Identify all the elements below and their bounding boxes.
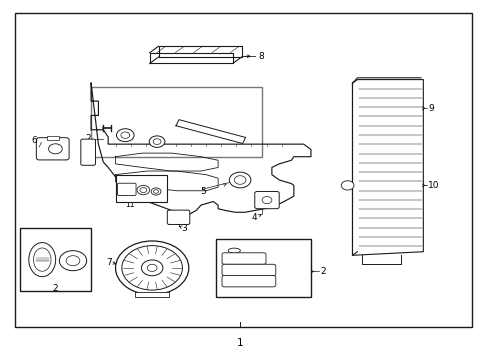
Circle shape xyxy=(153,139,161,144)
Circle shape xyxy=(147,264,157,271)
Circle shape xyxy=(59,251,87,271)
Circle shape xyxy=(341,181,354,190)
Text: 3: 3 xyxy=(181,224,187,233)
Text: 4: 4 xyxy=(252,213,258,222)
Ellipse shape xyxy=(33,248,51,271)
FancyBboxPatch shape xyxy=(123,134,140,151)
Circle shape xyxy=(262,197,272,204)
FancyBboxPatch shape xyxy=(255,192,279,209)
FancyBboxPatch shape xyxy=(113,123,133,132)
Text: 11: 11 xyxy=(125,201,135,210)
FancyBboxPatch shape xyxy=(167,210,190,225)
Text: 2: 2 xyxy=(85,134,91,143)
Ellipse shape xyxy=(228,248,241,253)
Circle shape xyxy=(140,188,147,193)
Text: 10: 10 xyxy=(428,181,440,190)
Circle shape xyxy=(149,136,165,147)
FancyBboxPatch shape xyxy=(118,183,136,195)
Text: 6: 6 xyxy=(31,136,37,145)
Circle shape xyxy=(66,256,80,266)
FancyBboxPatch shape xyxy=(81,139,96,165)
Circle shape xyxy=(142,260,163,276)
Circle shape xyxy=(122,246,182,290)
FancyBboxPatch shape xyxy=(141,139,156,150)
Text: 7: 7 xyxy=(106,258,112,267)
Circle shape xyxy=(229,172,251,188)
Text: 2: 2 xyxy=(321,267,326,276)
Bar xyxy=(20,228,91,291)
Bar xyxy=(91,87,262,157)
Circle shape xyxy=(121,132,130,138)
Text: 2: 2 xyxy=(52,284,58,293)
Circle shape xyxy=(151,188,161,195)
Text: 5: 5 xyxy=(200,187,206,196)
Text: 8: 8 xyxy=(259,52,265,61)
Bar xyxy=(116,175,167,202)
Bar xyxy=(15,13,472,327)
Bar xyxy=(135,292,169,297)
FancyBboxPatch shape xyxy=(123,120,164,132)
Circle shape xyxy=(154,190,159,193)
Circle shape xyxy=(117,129,134,141)
Circle shape xyxy=(49,144,62,154)
Circle shape xyxy=(137,185,150,195)
FancyBboxPatch shape xyxy=(222,264,276,276)
Circle shape xyxy=(234,176,246,184)
FancyBboxPatch shape xyxy=(222,253,266,264)
Ellipse shape xyxy=(29,243,56,276)
Text: 1: 1 xyxy=(237,338,244,348)
Text: 9: 9 xyxy=(428,104,434,113)
Bar xyxy=(216,239,311,297)
FancyBboxPatch shape xyxy=(36,138,69,160)
Circle shape xyxy=(116,241,189,295)
FancyBboxPatch shape xyxy=(222,275,276,287)
Bar xyxy=(47,135,59,140)
